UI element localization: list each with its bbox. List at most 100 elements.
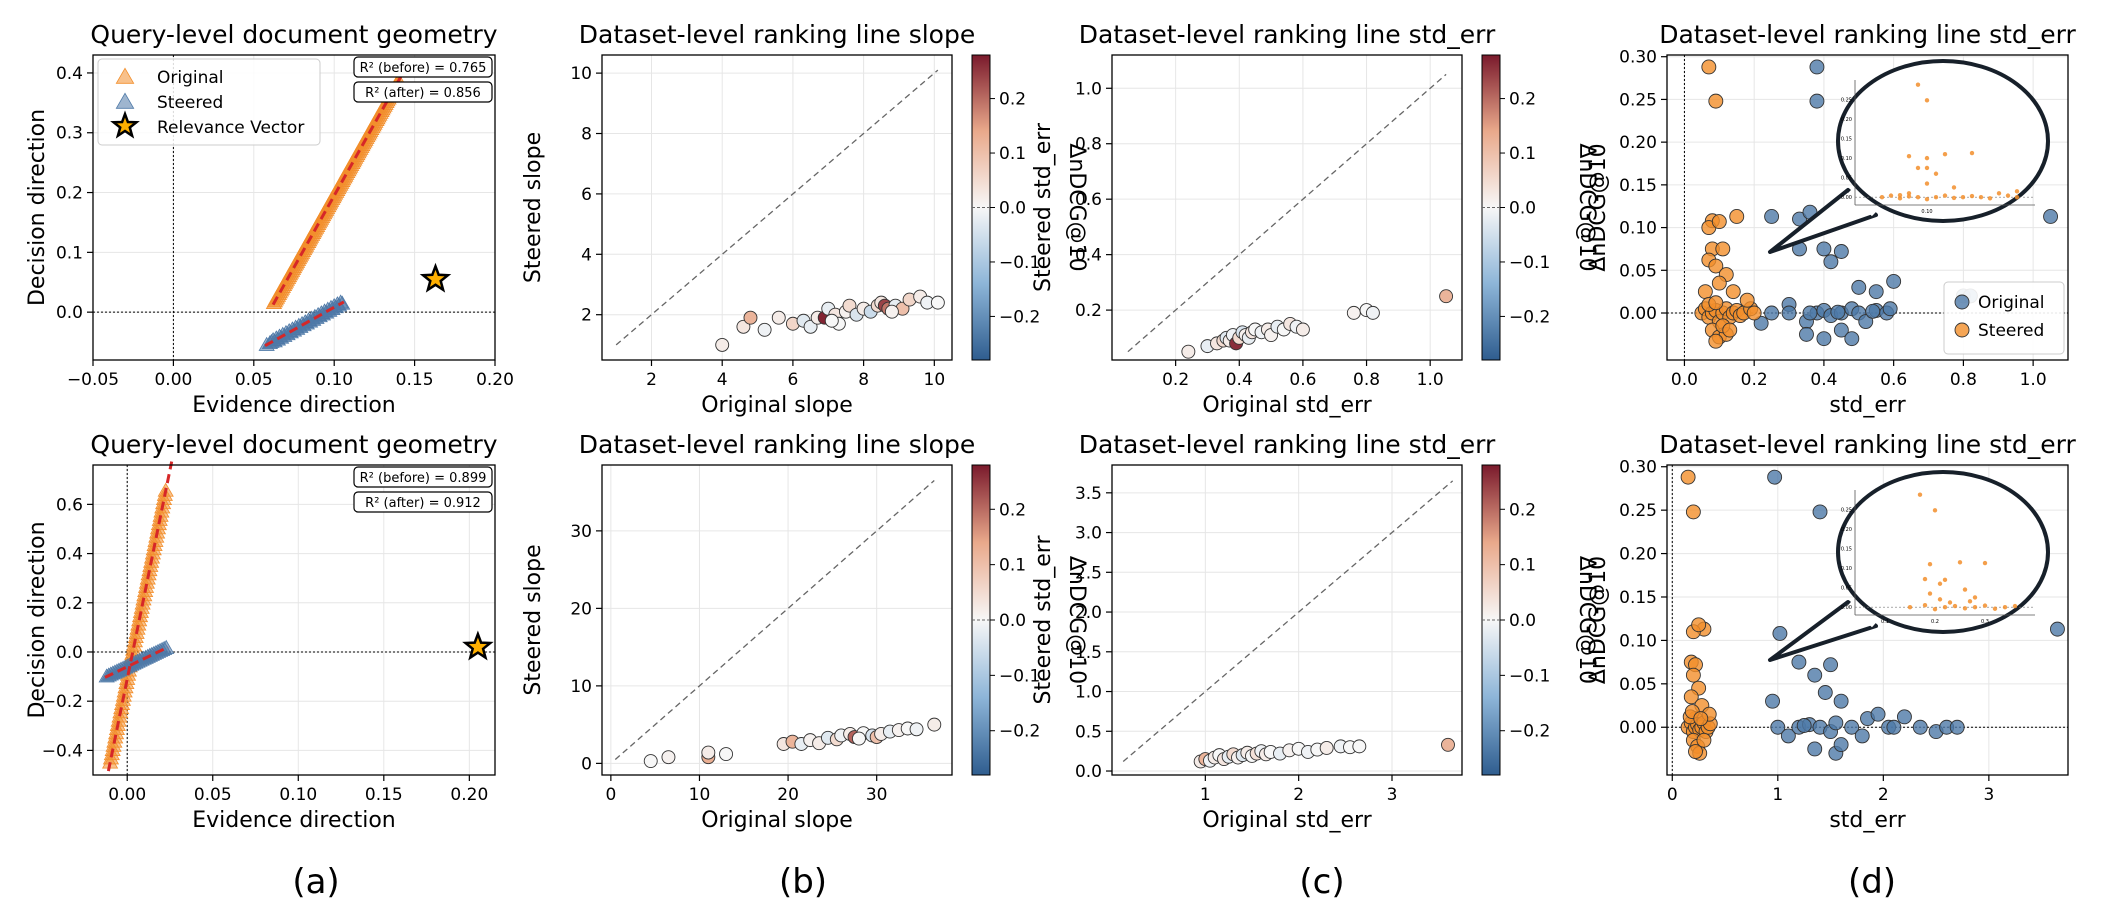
y-tick-label: 10	[570, 64, 592, 84]
r2-annotation-box	[353, 466, 493, 488]
data-point	[1181, 344, 1196, 359]
original-point	[1833, 737, 1849, 753]
y-tick-label: −0.2	[42, 692, 83, 712]
data-point	[643, 754, 658, 768]
y-tick-label: 0.05	[1619, 675, 1657, 695]
inset-y-tick-label: 0.25	[1841, 508, 1852, 514]
x-axis-label: std_err	[1829, 808, 1906, 833]
original-point	[1812, 504, 1828, 520]
y-tick-label: 0.3	[56, 124, 83, 144]
y-tick-label: 0.6	[56, 495, 83, 515]
original-point	[1765, 693, 1780, 709]
colorbar-label: ΔnDCG@10	[1064, 556, 1089, 684]
original-point	[1816, 331, 1832, 347]
data-point	[1441, 737, 1455, 752]
colorbar-tick-label: −0.1	[1509, 253, 1550, 273]
x-axis-label: std_err	[1829, 393, 1906, 418]
y-tick-label: 20	[570, 599, 592, 619]
x-tick-label: 0.6	[1289, 370, 1316, 390]
y-tick-label: 0.05	[1619, 261, 1657, 281]
x-axis-label: Evidence direction	[192, 393, 396, 418]
y-axis-label: Steered slope	[521, 544, 546, 695]
steered-point	[1711, 275, 1727, 291]
data-point	[1352, 739, 1367, 754]
inset-point	[1922, 576, 1928, 582]
x-tick-label: 0.05	[194, 785, 232, 805]
colorbar-tick-label: 0.2	[1509, 500, 1536, 520]
inset-point	[1942, 604, 1948, 610]
y-tick-label: 0.20	[1619, 133, 1657, 153]
y-tick-label: 3.0	[1075, 524, 1102, 544]
inset-point	[1924, 155, 1930, 161]
colorbar-tick-label: −0.1	[1509, 666, 1550, 686]
inset-point	[1967, 599, 1973, 604]
y-tick-label: 4	[581, 245, 592, 265]
panel-label-c: (c)	[1299, 862, 1344, 902]
y-tick-label: 0.10	[1619, 219, 1657, 239]
inset-y-tick-label: 0.15	[1841, 137, 1852, 143]
original-point	[1844, 331, 1860, 347]
steered-point	[1696, 732, 1712, 748]
legend-original-label: Original	[1978, 293, 2045, 313]
data-point	[884, 304, 899, 319]
y-tick-label: 0.0	[56, 643, 83, 663]
data-point	[743, 310, 758, 325]
inset-point	[1978, 194, 1984, 200]
original-point	[1807, 667, 1823, 683]
inset-point	[1992, 606, 1998, 611]
y-tick-label: 0.4	[56, 545, 83, 565]
x-tick-label: 0.2	[1162, 370, 1189, 390]
r2-annotation-text: R² (after) = 0.912	[365, 496, 481, 511]
r2-annotation-text: R² (before) = 0.765	[360, 61, 487, 76]
colorbar: −0.2 −0.1 0.0 0.1 0.2 ΔnDCG@10	[1481, 464, 1599, 776]
data-point	[771, 310, 786, 325]
x-tick-label: 0.4	[1810, 370, 1837, 390]
x-tick-label: −0.05	[67, 370, 119, 390]
inset-point	[1962, 606, 1968, 611]
legend-steered-label: Steered	[1978, 321, 2044, 341]
legend-original-marker	[115, 67, 135, 84]
legend-frame	[97, 58, 321, 146]
axes-frame	[1111, 54, 1463, 361]
y-axis-label: Decision direction	[25, 521, 50, 718]
data-point	[927, 717, 942, 732]
x-tick-label: 0.00	[108, 785, 146, 805]
inset-y-tick-label: 0.25	[1841, 98, 1852, 104]
original-point	[1844, 719, 1860, 735]
original-point	[1896, 709, 1912, 725]
x-tick-label: 1	[1772, 785, 1783, 805]
x-axis-label: Original slope	[701, 393, 853, 418]
inset-point	[1937, 597, 1943, 602]
x-tick-label: 3	[1387, 785, 1398, 805]
inset-point	[1942, 193, 1948, 198]
steered-point	[1701, 59, 1717, 75]
x-tick-label: 0.8	[1353, 370, 1380, 390]
data-point	[715, 337, 730, 352]
inset-y-tick-label: 0.15	[1841, 547, 1852, 553]
original-point	[1764, 305, 1780, 321]
data-point	[1319, 741, 1334, 755]
steered-point	[1693, 711, 1709, 727]
original-point	[1828, 715, 1844, 731]
inset-y-tick-label: 0.10	[1841, 156, 1852, 162]
inset-point	[2014, 189, 2020, 194]
colorbar-tick-label: 0.1	[1509, 144, 1536, 164]
inset-point	[1972, 595, 1978, 600]
original-point	[1802, 305, 1818, 321]
original-point	[1823, 254, 1839, 270]
y-tick-label: 6	[581, 185, 592, 205]
steered-point	[1711, 214, 1727, 230]
inset-bubble	[1836, 59, 2050, 223]
data-point	[661, 750, 676, 765]
x-tick-label: 0.10	[279, 785, 317, 805]
x-tick-label: 10	[689, 785, 711, 805]
colorbar-tick-label: 0.2	[999, 90, 1026, 110]
original-point	[1886, 273, 1902, 289]
colorbar-tick-label: 0.1	[999, 556, 1026, 576]
x-tick-label: 0.2	[1741, 370, 1768, 390]
inset-point	[1952, 603, 1958, 609]
axes-frame	[92, 464, 496, 776]
y-axis-label: ΔnDCG@10	[1586, 143, 1611, 271]
inset-point	[1933, 171, 1939, 176]
